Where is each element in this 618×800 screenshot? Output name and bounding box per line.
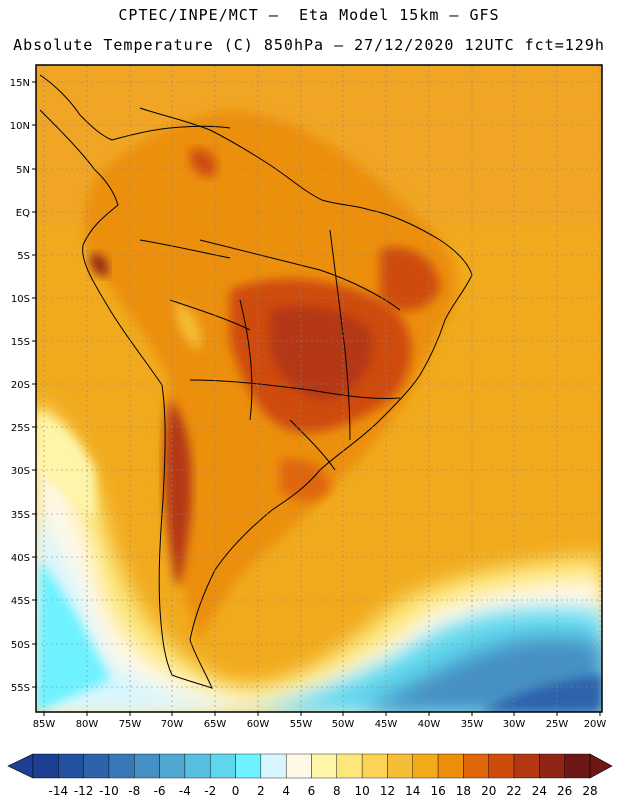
- lat-label: 30S: [11, 466, 30, 477]
- axis-ticks: [32, 81, 601, 716]
- colorbar-label: -14: [49, 784, 69, 798]
- lat-label: 55S: [11, 683, 30, 694]
- colorbar-label: -2: [204, 784, 216, 798]
- lat-lon-grid: [36, 65, 602, 712]
- lon-label: 20W: [584, 719, 607, 730]
- colorbar-label: 18: [456, 784, 471, 798]
- colorbar-label: 26: [557, 784, 572, 798]
- colorbar-label: -8: [128, 784, 140, 798]
- colorbar-swatch: [210, 753, 236, 779]
- colorbar-label: -10: [99, 784, 119, 798]
- lon-label: 80W: [76, 719, 99, 730]
- colorbar-swatch: [488, 753, 515, 779]
- coastlines: [39, 74, 473, 689]
- lat-label: 10N: [10, 121, 30, 132]
- lon-label: 25W: [546, 719, 569, 730]
- colorbar-swatch: [134, 753, 160, 779]
- lat-label: 15N: [10, 78, 30, 89]
- colorbar-min-arrow: [7, 753, 34, 779]
- colorbar-label: -6: [154, 784, 166, 798]
- colorbar-label: 6: [308, 784, 316, 798]
- colorbar-swatch: [311, 753, 338, 779]
- title-line-2: Absolute Temperature (C) 850hPa – 27/12/…: [13, 36, 605, 54]
- lon-label: 40W: [418, 719, 441, 730]
- colorbar-label: 22: [506, 784, 521, 798]
- lon-label: 75W: [119, 719, 142, 730]
- colorbar-swatch: [235, 753, 262, 779]
- colorbar-label: 28: [582, 784, 597, 798]
- lat-label: 40S: [11, 553, 30, 564]
- colorbar-swatch: [32, 753, 59, 779]
- map-frame: [35, 64, 603, 713]
- lon-label: 30W: [503, 719, 526, 730]
- lon-label: 45W: [375, 719, 398, 730]
- colorbar-label: 14: [405, 784, 420, 798]
- colorbar-swatch: [539, 753, 565, 779]
- colorbar-label: 10: [354, 784, 369, 798]
- lat-label: 10S: [11, 294, 30, 305]
- lat-label: 45S: [11, 596, 30, 607]
- colorbar-label: -4: [179, 784, 191, 798]
- colorbar-swatch: [513, 753, 540, 779]
- colorbar-label: 20: [481, 784, 496, 798]
- latitude-labels: 15N 10N 5N EQ 5S 10S 15S 20S 25S 30S 35S…: [10, 78, 30, 694]
- lon-label: 85W: [33, 719, 56, 730]
- lon-label: 50W: [332, 719, 355, 730]
- lon-label: 65W: [204, 719, 227, 730]
- colorbar: -14 -12 -10 -8 -6 -4 -2 0 2 4 6 8 10 12 14 16 18 20 22 24 26…: [7, 753, 613, 798]
- colorbar-label: 16: [430, 784, 445, 798]
- colorbar-swatch: [159, 753, 186, 779]
- colorbar-swatch: [285, 753, 312, 779]
- colorbar-label: 0: [232, 784, 240, 798]
- colorbar-swatch: [564, 753, 591, 779]
- colorbar-swatch: [463, 753, 489, 779]
- lat-label: 5N: [16, 165, 30, 176]
- colorbar-swatch: [387, 753, 413, 779]
- colorbar-label: 8: [333, 784, 341, 798]
- lat-label: 20S: [11, 380, 30, 391]
- lon-label: 55W: [290, 719, 313, 730]
- lon-label: 35W: [461, 719, 484, 730]
- colorbar-swatch: [83, 753, 110, 779]
- colorbar-label: 24: [532, 784, 547, 798]
- lat-label: 5S: [17, 251, 30, 262]
- temperature-field: [36, 65, 602, 712]
- lat-label: EQ: [16, 208, 30, 219]
- colorbar-swatch: [58, 753, 84, 779]
- colorbar-swatch: [412, 753, 439, 779]
- lon-label: 70W: [161, 719, 184, 730]
- lat-label: 25S: [11, 423, 30, 434]
- colorbar-swatch: [336, 753, 363, 779]
- lat-label: 35S: [11, 510, 30, 521]
- colorbar-label: -12: [74, 784, 94, 798]
- colorbar-swatch: [184, 753, 211, 779]
- title-line-1: CPTEC/INPE/MCT – Eta Model 15km – GFS: [118, 6, 500, 24]
- lon-label: 60W: [247, 719, 270, 730]
- colorbar-swatch: [260, 753, 287, 779]
- longitude-labels: 85W 80W 75W 70W 65W 60W 55W 50W 45W 40W …: [33, 719, 607, 730]
- colorbar-swatch: [437, 753, 464, 779]
- lat-label: 50S: [11, 640, 30, 651]
- lat-label: 15S: [11, 337, 30, 348]
- colorbar-swatch: [108, 753, 135, 779]
- colorbar-max-arrow: [589, 753, 613, 779]
- colorbar-label: 12: [380, 784, 395, 798]
- colorbar-label: 4: [282, 784, 290, 798]
- colorbar-label: 2: [257, 784, 265, 798]
- colorbar-swatch: [361, 753, 388, 779]
